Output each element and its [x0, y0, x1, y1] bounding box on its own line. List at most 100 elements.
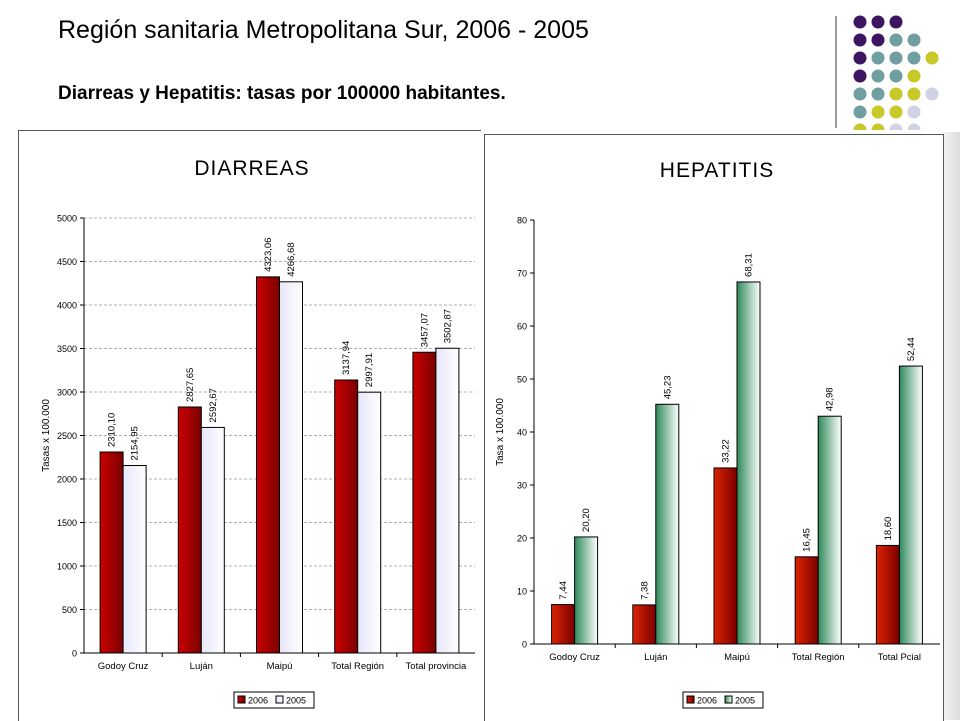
- diarreas-y-tick-label: 4000: [57, 301, 77, 311]
- diarreas-bar-2005: [200, 426, 225, 654]
- decorative-dot: [871, 105, 885, 119]
- decorative-dot: [853, 33, 867, 47]
- hepatitis-data-label: 7,38: [639, 581, 650, 600]
- decorative-dot: [889, 123, 903, 130]
- hepatitis-y-tick-label: 80: [517, 216, 527, 226]
- decorative-dot: [925, 87, 939, 101]
- hepatitis-y-tick-label: 10: [517, 587, 527, 597]
- diarreas-legend-label: 2006: [248, 696, 268, 706]
- hepatitis-legend-swatch: [686, 695, 695, 704]
- hepatitis-data-label: 7,44: [558, 581, 569, 600]
- diarreas-data-label: 2592,67: [208, 388, 219, 422]
- decorative-dot: [871, 33, 885, 47]
- decorative-dot: [853, 87, 867, 101]
- diarreas-bar-2006: [99, 451, 124, 654]
- decorative-dot: [907, 51, 921, 65]
- diarreas-data-label: 3502,87: [442, 309, 453, 343]
- decorative-dot: [925, 51, 939, 65]
- hepatitis-y-tick-label: 40: [517, 428, 527, 438]
- diarreas-x-tick-label: Godoy Cruz: [98, 661, 149, 672]
- hepatitis-bar-2006: [551, 604, 576, 645]
- diarreas-y-tick-label: 0: [72, 649, 77, 659]
- diarreas-chart-panel: DIARREAS 0 500 1000 1500 2000 2500 3000 3500 4000…: [18, 130, 481, 721]
- decorative-dot: [853, 51, 867, 65]
- diarreas-x-tick-label: Maipú: [267, 661, 293, 672]
- decorative-dot: [907, 105, 921, 119]
- hepatitis-data-label: 42,98: [825, 387, 836, 411]
- hepatitis-legend-swatch: [724, 695, 733, 704]
- hepatitis-data-label: 18,60: [883, 517, 894, 541]
- hepatitis-x-tick-label: Maipú: [724, 652, 750, 663]
- decorative-dot-grid: [853, 15, 939, 130]
- hepatitis-x-tick-label: Total Región: [792, 652, 845, 663]
- decorative-dot: [889, 51, 903, 65]
- decorative-dot: [853, 123, 867, 130]
- hepatitis-x-tick-label: Godoy Cruz: [549, 652, 600, 663]
- diarreas-bar-2005: [279, 281, 303, 654]
- hepatitis-data-label: 52,44: [906, 337, 917, 361]
- diarreas-data-label: 2827,65: [185, 368, 196, 402]
- decorative-dot: [871, 69, 885, 83]
- diarreas-data-label: 2154,95: [130, 426, 141, 460]
- hepatitis-bar-2005: [817, 415, 842, 645]
- diarreas-chart-title: DIARREAS: [194, 157, 309, 180]
- diarreas-bar-2005: [435, 347, 460, 654]
- hepatitis-y-tick-label: 60: [517, 322, 527, 332]
- diarreas-y-tick-label: 1500: [57, 518, 77, 528]
- hepatitis-y-tick-label: 50: [517, 375, 527, 385]
- diarreas-bar-2006: [177, 406, 202, 654]
- decorative-dot: [889, 33, 903, 47]
- diarreas-chart: DIARREAS 0 500 1000 1500 2000 2500 3000 3500 4000…: [41, 157, 475, 709]
- hepatitis-x-tick-label: Luján: [644, 652, 667, 663]
- divider-line: [835, 16, 837, 128]
- hepatitis-data-label: 20,20: [581, 508, 592, 532]
- hepatitis-chart: HEPATITIS 0 10 20 30 40 50 60 70 80 Tasa x 100.000…: [495, 159, 940, 709]
- hepatitis-chart-panel: HEPATITIS 0 10 20 30 40 50 60 70 80 Tasa x 100.000…: [484, 134, 944, 721]
- diarreas-legend: 2006 2005: [233, 691, 315, 709]
- diarreas-y-tick-label: 3500: [57, 344, 77, 354]
- diarreas-y-tick-label: 5000: [57, 214, 77, 224]
- decorative-dot: [853, 105, 867, 119]
- diarreas-legend-swatch: [237, 695, 246, 704]
- hepatitis-data-label: 33,22: [721, 439, 732, 463]
- hepatitis-legend-box: [682, 691, 764, 709]
- hepatitis-bar-2006: [713, 467, 738, 645]
- hepatitis-bar-2005: [898, 365, 923, 645]
- diarreas-legend-swatch: [275, 695, 284, 704]
- diarreas-data-label: 3457,07: [419, 313, 430, 347]
- decorative-dot: [853, 15, 867, 29]
- diarreas-data-label: 4266,68: [286, 242, 297, 276]
- diarreas-y-axis-label: Tasas x 100.000: [41, 399, 52, 472]
- decorative-dot: [871, 51, 885, 65]
- hepatitis-y-tick-label: 30: [517, 481, 527, 491]
- diarreas-y-tick-label: 3000: [57, 388, 77, 398]
- decorative-dot: [871, 123, 885, 130]
- hepatitis-legend-label: 2006: [697, 696, 717, 706]
- decorative-dot: [889, 87, 903, 101]
- diarreas-y-tick-label: 4500: [57, 257, 77, 267]
- hepatitis-bar-2005: [736, 281, 761, 645]
- diarreas-bar-2005: [357, 391, 382, 654]
- diarreas-bar-2006: [412, 351, 437, 654]
- diarreas-x-tick-label: Total Región: [331, 661, 384, 672]
- hepatitis-bar-2006: [875, 544, 900, 645]
- hepatitis-x-tick-label: Total Pcial: [878, 652, 921, 663]
- decorative-dot: [907, 69, 921, 83]
- decorative-dot: [853, 69, 867, 83]
- diarreas-legend-label: 2005: [286, 696, 306, 706]
- edge-strip: [942, 132, 960, 720]
- hepatitis-data-label: 68,31: [744, 253, 755, 277]
- hepatitis-chart-title: HEPATITIS: [660, 159, 774, 182]
- diarreas-legend-box: [233, 691, 315, 709]
- page-title: Región sanitaria Metropolitana Sur, 2006…: [58, 16, 589, 44]
- hepatitis-data-label: 45,23: [662, 375, 673, 399]
- decorative-dot: [871, 15, 885, 29]
- diarreas-x-tick-label: Luján: [190, 661, 213, 672]
- decorative-dot: [889, 15, 903, 29]
- diarreas-data-label: 2997,91: [364, 353, 375, 387]
- hepatitis-y-tick-label: 0: [522, 640, 527, 650]
- hepatitis-data-label: 16,45: [802, 528, 813, 552]
- hepatitis-legend: 2006 2005: [682, 691, 764, 709]
- diarreas-y-tick-label: 1000: [57, 562, 77, 572]
- diarreas-data-label: 4323,06: [263, 238, 274, 272]
